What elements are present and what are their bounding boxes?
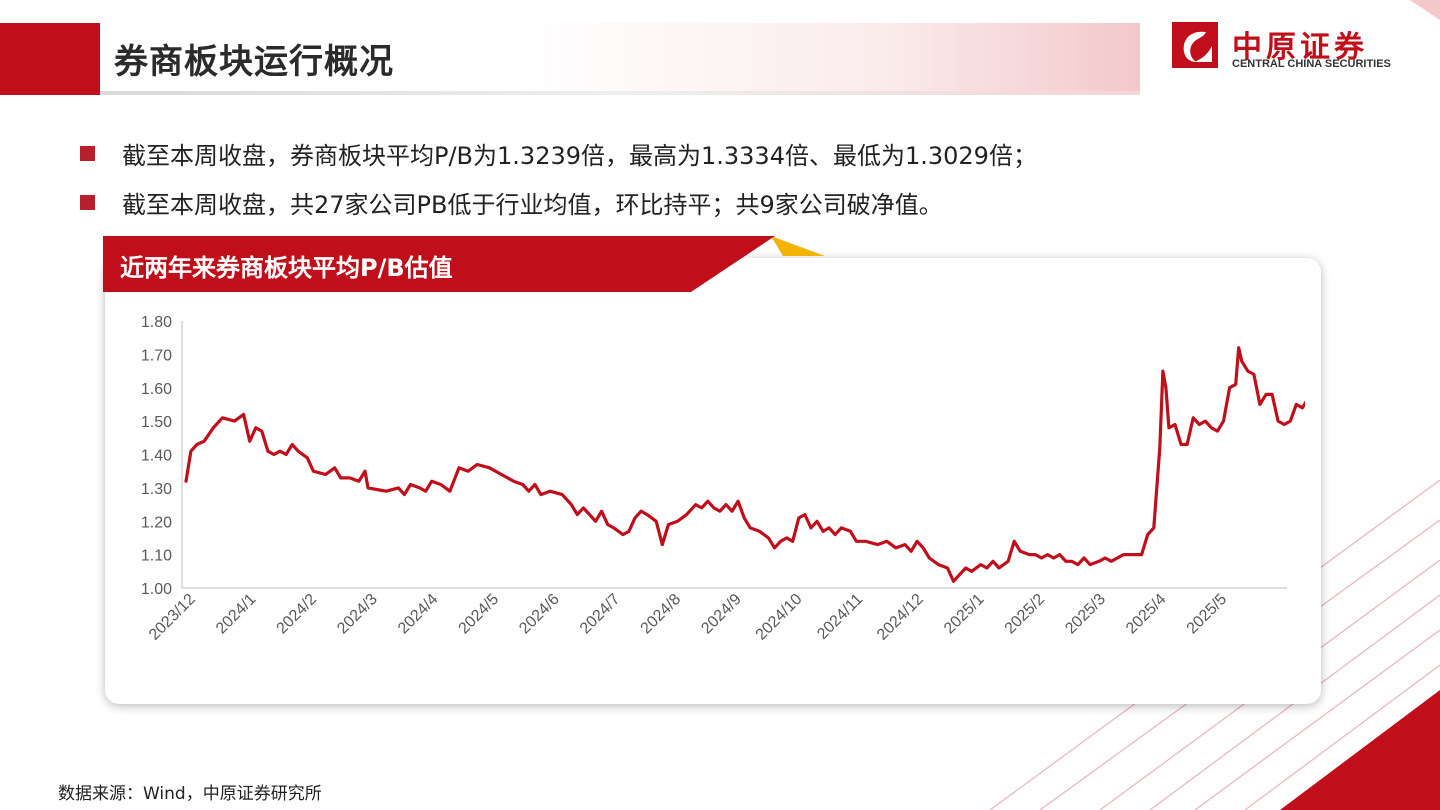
y-tick-label: 1.50 xyxy=(141,414,172,431)
x-tick-label: 2024/3 xyxy=(334,591,381,638)
page-title: 券商板块运行概况 xyxy=(114,42,394,82)
bullet-square-icon xyxy=(80,146,95,161)
y-tick-label: 1.60 xyxy=(141,381,172,398)
title-underline xyxy=(100,91,1140,95)
chart-title-banner xyxy=(103,236,825,292)
logo-english-name: CENTRAL CHINA SECURITIES xyxy=(1232,58,1391,70)
title-accent-bar xyxy=(0,23,100,95)
x-tick-label: 2024/11 xyxy=(814,591,866,643)
bullet-text: 截至本周收盘，共27家公司PB低于行业均值，环比持平；共9家公司破净值。 xyxy=(122,191,943,219)
x-tick-label: 2025/2 xyxy=(1002,591,1049,638)
data-source-note: 数据来源：Wind，中原证券研究所 xyxy=(58,784,322,804)
title-background xyxy=(100,23,1140,95)
x-tick-label: 2024/1 xyxy=(213,591,260,638)
x-tick-label: 2024/4 xyxy=(395,591,442,638)
y-tick-label: 1.70 xyxy=(141,347,172,364)
company-logo: 中原证券 CENTRAL CHINA SECURITIES xyxy=(1172,22,1422,72)
y-tick-label: 1.00 xyxy=(141,581,172,598)
pb-line-chart: 1.80 1.70 1.60 1.50 1.40 1.30 1.20 1.10 1.002023… xyxy=(141,314,1305,644)
x-tick-label: 2025/5 xyxy=(1184,591,1231,638)
x-tick-label: 2024/10 xyxy=(753,591,806,644)
x-tick-label: 2024/2 xyxy=(274,591,321,638)
y-tick-label: 1.80 xyxy=(141,314,172,331)
x-tick-label: 2023/12 xyxy=(146,591,199,644)
logo-chinese-name: 中原证券 xyxy=(1232,30,1368,65)
chart-card xyxy=(105,258,1321,704)
y-tick-label: 1.10 xyxy=(141,548,172,565)
y-tick-label: 1.30 xyxy=(141,481,172,498)
bullet-square-icon xyxy=(80,195,95,210)
x-tick-label: 2024/6 xyxy=(516,591,563,638)
bullet-item: 截至本周收盘，券商板块平均P/B为1.3239倍，最高为1.3334倍、最低为1… xyxy=(80,136,1380,172)
logo-mark-icon xyxy=(1172,22,1218,68)
x-tick-label: 2024/12 xyxy=(874,591,927,644)
x-tick-label: 2025/1 xyxy=(941,591,988,638)
x-tick-label: 2024/5 xyxy=(456,591,503,638)
y-tick-label: 1.20 xyxy=(141,514,172,531)
bullet-text: 截至本周收盘，券商板块平均P/B为1.3239倍，最高为1.3334倍、最低为1… xyxy=(122,142,1037,170)
x-tick-label: 2025/3 xyxy=(1062,591,1109,638)
x-tick-label: 2024/7 xyxy=(577,591,624,638)
x-tick-label: 2024/9 xyxy=(698,591,745,638)
x-tick-label: 2025/4 xyxy=(1123,591,1170,638)
pb-series-line xyxy=(184,346,1305,583)
bullet-item: 截至本周收盘，共27家公司PB低于行业均值，环比持平；共9家公司破净值。 xyxy=(80,185,1380,221)
chart-title: 近两年来券商板块平均P/B估值 xyxy=(120,254,453,282)
x-tick-label: 2024/8 xyxy=(638,591,685,638)
y-tick-label: 1.40 xyxy=(141,448,172,465)
